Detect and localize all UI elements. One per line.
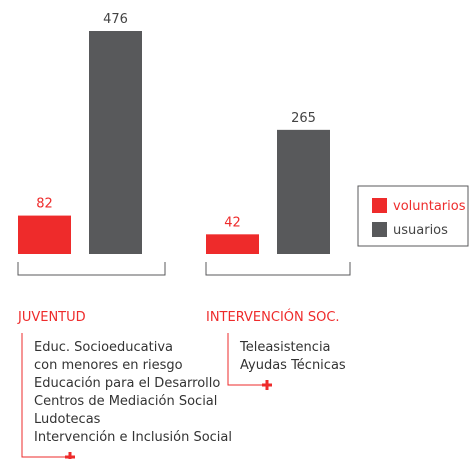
legend-swatch (372, 198, 387, 213)
category-label: INTERVENCIÓN SOC. (206, 309, 340, 325)
bar (277, 129, 330, 254)
legend-box (357, 185, 469, 247)
category-item: Teleasistencia (239, 340, 331, 355)
legend-swatch (372, 222, 387, 237)
data-label: 42 (224, 215, 241, 230)
bar (18, 215, 71, 254)
data-label: 82 (36, 197, 53, 212)
data-label: 476 (103, 12, 128, 27)
bar (89, 31, 142, 254)
list-connector (21, 333, 70, 458)
bracket (17, 262, 166, 276)
category-item: Centros de Mediación Social (34, 394, 217, 409)
legend-label: voluntarios (393, 199, 466, 214)
category-label: JUVENTUD (17, 310, 86, 325)
bar (206, 234, 259, 254)
category-item: Ludotecas (34, 412, 101, 427)
data-label: 265 (291, 111, 316, 126)
plus-icon (65, 452, 75, 459)
plus-icon (262, 380, 272, 390)
legend-label: usuarios (393, 223, 448, 238)
bracket (205, 262, 351, 276)
category-item: con menores en riesgo (34, 358, 183, 373)
list-connector (227, 333, 267, 386)
category-item: Intervención e Inclusión Social (34, 430, 232, 445)
category-item: Educ. Socioeducativa (34, 340, 173, 355)
category-item: Ayudas Técnicas (240, 358, 346, 373)
category-item: Educación para el Desarrollo (34, 376, 220, 391)
